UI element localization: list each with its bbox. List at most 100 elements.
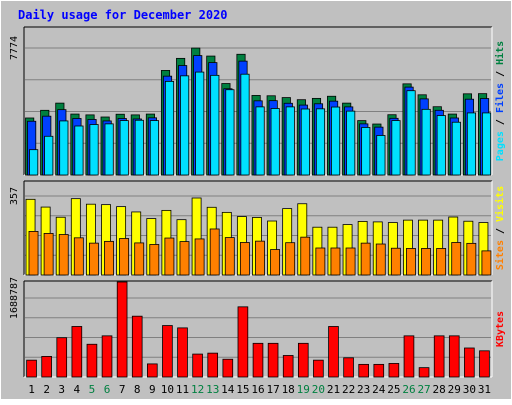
kbytes-bar-day-30 (464, 347, 475, 378)
kbytes-bar-day-3 (56, 337, 68, 378)
x-tick-label-day-3: 3 (58, 383, 65, 396)
x-tick-label-day-14: 14 (221, 383, 235, 396)
pages-bar-day-17 (270, 108, 280, 176)
sites-bar-day-30 (466, 242, 477, 276)
pages-bar-day-27 (421, 108, 431, 176)
pages-bar-day-12 (195, 71, 205, 176)
x-tick-label-day-9: 9 (149, 383, 156, 396)
kbytes-bar-day-13 (207, 352, 219, 378)
x-tick-label-day-22: 22 (342, 383, 355, 396)
kbytes-bar-day-5 (86, 343, 98, 378)
panel-2-ymax-label: 357 (9, 187, 20, 205)
sites-bar-day-17 (270, 249, 281, 276)
kbytes-bar-day-7 (116, 281, 128, 378)
panel-3-legend: KBytes (495, 311, 506, 347)
x-tick-label-day-4: 4 (74, 383, 81, 396)
kbytes-bar-day-14 (222, 358, 234, 378)
pages-bar-day-26 (406, 90, 416, 176)
kbytes-bar-day-8 (131, 315, 143, 378)
sites-bar-day-8 (134, 242, 145, 276)
sites-bar-day-27 (421, 248, 431, 276)
x-tick-label-day-12: 12 (191, 383, 204, 396)
sites-bar-day-3 (58, 234, 69, 276)
sites-bar-day-1 (28, 231, 39, 276)
sites-bar-day-14 (224, 237, 235, 276)
pages-bar-day-19 (300, 108, 310, 176)
sites-bar-day-12 (194, 238, 205, 276)
pages-bar-day-13 (210, 74, 220, 176)
kbytes-bar-day-28 (433, 335, 445, 378)
pages-bar-day-3 (59, 120, 69, 176)
pages-bar-day-14 (225, 89, 235, 176)
pages-bar-day-31 (482, 112, 492, 176)
x-tick-label-day-29: 29 (448, 383, 461, 396)
x-tick-label-day-19: 19 (297, 383, 310, 396)
pages-bar-day-28 (436, 115, 446, 176)
x-tick-label-day-28: 28 (433, 383, 446, 396)
kbytes-bar-day-19 (297, 342, 309, 378)
kbytes-bar-day-18 (282, 355, 294, 378)
x-tick-label-day-13: 13 (206, 383, 219, 396)
pages-bar-day-8 (134, 119, 144, 176)
sites-bar-day-19 (300, 236, 311, 276)
sites-bar-day-23 (360, 242, 371, 276)
sites-bar-day-26 (406, 248, 416, 276)
sites-bar-day-18 (285, 242, 296, 276)
legend-pages: Pages (495, 131, 506, 161)
sites-bar-day-29 (451, 242, 462, 276)
pages-bar-day-24 (376, 135, 386, 176)
pages-bar-day-4 (74, 125, 84, 176)
kbytes-bar-day-22 (343, 357, 354, 378)
x-tick-label-day-5: 5 (89, 383, 96, 396)
x-tick-label-day-2: 2 (43, 383, 50, 396)
legend-separator: / (495, 65, 506, 83)
x-tick-label-day-20: 20 (312, 383, 325, 396)
pages-bar-day-5 (89, 124, 99, 176)
pages-bar-day-2 (44, 135, 54, 176)
kbytes-bar-day-17 (267, 342, 279, 378)
x-tick-label-day-23: 23 (357, 383, 370, 396)
legend-sites: Sites (494, 240, 506, 270)
sites-bar-day-25 (390, 247, 401, 276)
pages-bar-day-18 (285, 106, 295, 176)
sites-bar-day-6 (104, 240, 114, 276)
kbytes-bar-day-21 (328, 326, 339, 378)
x-tick-label-day-18: 18 (282, 383, 295, 396)
sites-bar-day-13 (209, 228, 220, 276)
sites-bar-day-11 (179, 241, 190, 276)
sites-bar-day-31 (481, 250, 492, 276)
pages-bar-day-29 (451, 121, 461, 176)
kbytes-bar-day-12 (192, 353, 203, 378)
kbytes-bar-day-24 (373, 363, 385, 378)
x-tick-label-day-27: 27 (417, 383, 430, 396)
kbytes-bar-day-9 (147, 363, 158, 378)
legend-hits: Hits (494, 41, 506, 65)
legend-kbytes: KBytes (495, 311, 506, 347)
kbytes-bar-day-10 (162, 325, 173, 378)
pages-bar-day-30 (466, 112, 477, 176)
kbytes-bar-day-4 (71, 326, 83, 378)
sites-bar-day-28 (436, 248, 447, 276)
pages-bar-day-10 (164, 80, 175, 176)
kbytes-bar-day-31 (479, 350, 490, 378)
sites-bar-day-22 (345, 247, 356, 276)
pages-bar-day-23 (361, 127, 371, 176)
panel-1-legend: Pages / Files / Hits (494, 41, 506, 161)
x-tick-label-day-7: 7 (119, 383, 126, 396)
pages-bar-day-1 (29, 149, 39, 176)
sites-bar-day-7 (119, 238, 130, 276)
sites-bar-day-15 (239, 242, 250, 276)
kbytes-bar-day-25 (388, 363, 400, 378)
kbytes-bar-day-20 (313, 359, 324, 378)
sites-bar-day-4 (73, 237, 84, 276)
x-tick-label-day-30: 30 (463, 383, 476, 396)
x-tick-label-day-15: 15 (236, 383, 249, 396)
pages-bar-day-22 (346, 110, 356, 176)
pages-bar-day-20 (315, 108, 326, 176)
pages-bar-day-7 (119, 120, 129, 176)
kbytes-bar-day-1 (26, 359, 37, 378)
sites-bar-day-16 (255, 240, 265, 276)
